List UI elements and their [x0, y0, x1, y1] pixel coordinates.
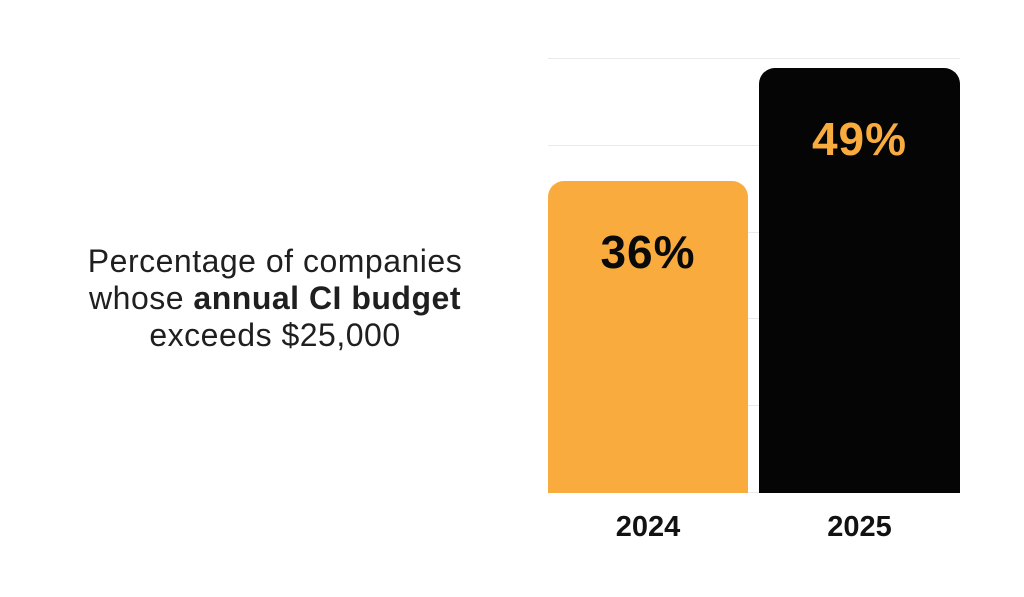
bar-2024: 36%: [548, 180, 748, 493]
plot-area: 36% 49%: [548, 58, 960, 493]
gridline: [548, 58, 960, 59]
bar-2024-value-label: 36%: [600, 225, 696, 278]
gridlines: [548, 58, 960, 493]
x-axis: 2024 2025: [548, 511, 960, 543]
caption-line-2-regular: whose: [89, 280, 194, 316]
caption-line-3: exceeds $25,000: [149, 317, 401, 353]
bar-2025: 49%: [759, 67, 960, 493]
gridline: [548, 492, 960, 493]
caption-line-2-bold: annual CI budget: [193, 280, 461, 316]
bar-2025-value-label: 49%: [811, 112, 908, 165]
gridline: [548, 144, 960, 146]
chart-caption: Percentage of companies whose annual CI …: [30, 243, 520, 354]
bar-chart: 36% 49% 2024 2025: [548, 58, 960, 543]
gridline: [548, 231, 960, 233]
gridline: [548, 318, 960, 320]
caption-line-1: Percentage of companies: [87, 243, 463, 279]
x-tick-2025: 2025: [827, 511, 892, 543]
gridline: [548, 405, 960, 407]
x-tick-2024: 2024: [615, 511, 681, 543]
